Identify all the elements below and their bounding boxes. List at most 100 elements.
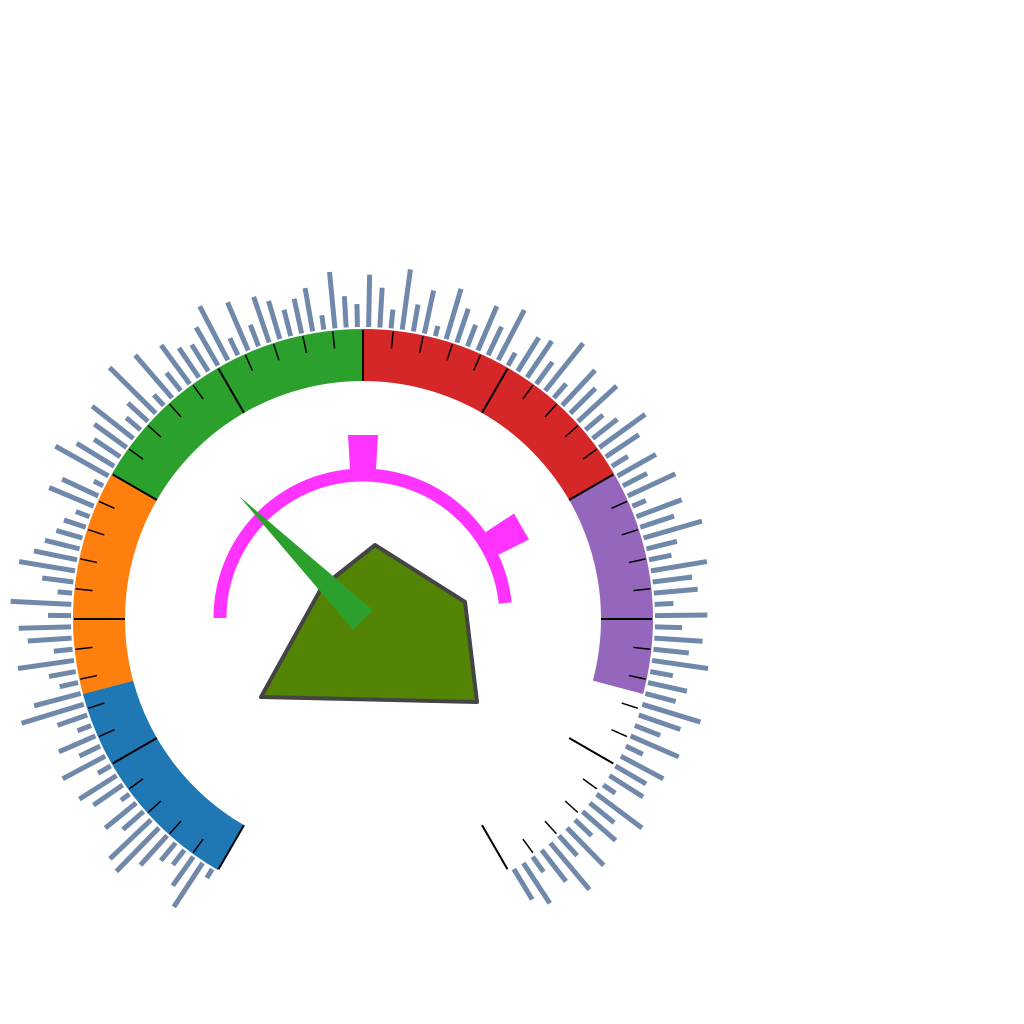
- major-tick-0: [217, 824, 245, 870]
- spectrum-bar-1: [171, 861, 205, 909]
- spectrum-bar-51: [159, 343, 192, 386]
- spectrum-bar-3: [170, 848, 187, 867]
- spectrum-bar-76: [454, 307, 471, 344]
- spectrum-bar-17: [76, 723, 93, 734]
- spectrum-bar-66: [341, 295, 349, 328]
- minor-tick-14: [98, 500, 115, 510]
- spectrum-bar-97: [626, 471, 677, 499]
- spectrum-bar-101: [642, 518, 703, 541]
- minor-tick-24: [332, 331, 336, 349]
- spectrum-bar-114: [647, 680, 688, 694]
- spectrum-bar-9: [103, 800, 138, 830]
- band-0: [82, 680, 245, 871]
- spectrum-bar-98: [631, 498, 647, 509]
- spectrum-bar-6: [114, 826, 161, 874]
- spectrum-bar-45: [124, 415, 143, 432]
- spectrum-bar-2: [170, 855, 196, 888]
- spectrum-bar-93: [604, 432, 641, 459]
- spectrum-bar-79: [485, 325, 504, 357]
- spectrum-bar-113: [649, 669, 674, 679]
- minor-tick-7: [87, 702, 105, 710]
- band-4: [569, 474, 653, 695]
- spectrum-bar-135: [511, 867, 535, 901]
- spectrum-bar-134: [521, 861, 552, 905]
- major-tick-35: [568, 473, 614, 501]
- spectrum-bar-85: [543, 341, 586, 393]
- spectrum-bar-55: [197, 305, 231, 362]
- minor-tick-46: [582, 778, 598, 790]
- minor-tick-1: [192, 838, 204, 854]
- spectrum-bar-128: [573, 818, 594, 838]
- spectrum-bar-70: [388, 309, 396, 329]
- spectrum-bar-11: [92, 782, 125, 808]
- spectrum-bar-89: [576, 384, 619, 424]
- minor-tick-3: [147, 800, 162, 813]
- minor-tick-22: [272, 343, 280, 361]
- spectrum-bar-50: [164, 371, 183, 393]
- minor-tick-8: [80, 674, 98, 680]
- spectrum-bar-112: [651, 657, 709, 671]
- spectrum-bar-7: [108, 818, 153, 861]
- spectrum-bar-68: [366, 274, 373, 328]
- minor-tick-12: [80, 558, 98, 564]
- spectrum-bar-77: [465, 323, 478, 348]
- spectrum-bar-59: [251, 296, 272, 344]
- spectrum-bar-84: [534, 360, 555, 386]
- spectrum-bar-41: [75, 441, 116, 469]
- spectrum-bar-129: [565, 826, 606, 868]
- spectrum-bar-53: [189, 343, 211, 373]
- spectrum-bar-61: [281, 309, 294, 337]
- spectrum-bar-73: [421, 289, 437, 335]
- minor-tick-9: [75, 646, 93, 650]
- spectrum-bar-119: [629, 733, 680, 760]
- spectrum-bar-133: [530, 855, 546, 874]
- spectrum-bar-4: [158, 841, 178, 863]
- spectrum-bars: [10, 269, 709, 909]
- spectrum-bar-13: [96, 763, 112, 776]
- spectrum-bar-83: [525, 339, 554, 379]
- spectrum-bar-18: [56, 712, 89, 728]
- minor-tick-6: [98, 728, 115, 738]
- spectrum-bar-49: [133, 353, 175, 400]
- spectrum-bar-122: [614, 763, 648, 787]
- inner-arc: [213, 468, 512, 619]
- band-2: [111, 329, 363, 500]
- spectrum-bar-90: [583, 413, 605, 432]
- range-marker-1: [485, 513, 529, 555]
- color-bands: [73, 329, 653, 871]
- spectrum-bar-102: [645, 538, 678, 552]
- minor-tick-4: [128, 778, 144, 790]
- minor-tick-29: [472, 354, 482, 371]
- spectrum-bar-69: [377, 287, 385, 328]
- spectrum-bar-94: [610, 454, 630, 469]
- spectrum-bar-14: [61, 753, 107, 781]
- minor-tick-18: [169, 403, 182, 418]
- spectrum-bar-78: [475, 305, 500, 352]
- spectrum-bar-110: [654, 635, 703, 644]
- major-tick-30: [481, 368, 509, 414]
- major-tick-15: [112, 473, 158, 501]
- spectrum-bar-46: [126, 401, 150, 424]
- spectrum-bar-5: [138, 833, 169, 867]
- spectrum-bar-48: [152, 393, 166, 408]
- minor-tick-44: [611, 728, 628, 738]
- spectrum-bar-71: [399, 269, 413, 330]
- spectrum-bar-20: [33, 691, 82, 709]
- minor-tick-37: [621, 528, 639, 536]
- minor-tick-36: [611, 500, 628, 510]
- range-marker-0: [348, 435, 378, 469]
- center-polygon: [259, 543, 479, 704]
- spectrum-bar-33: [44, 537, 81, 552]
- spectrum-bar-116: [641, 701, 702, 725]
- band-3: [363, 329, 615, 500]
- minor-tick-19: [192, 384, 204, 400]
- spectrum-bar-37: [48, 485, 95, 509]
- spectrum-bar-25: [27, 635, 72, 644]
- spectrum-bar-111: [653, 646, 690, 656]
- spectrum-bar-127: [580, 809, 618, 843]
- spectrum-bar-39: [92, 478, 105, 489]
- minor-tick-31: [522, 384, 534, 400]
- minor-tick-2: [169, 820, 182, 835]
- spectrum-bar-99: [635, 497, 683, 520]
- spectrum-bar-75: [443, 288, 464, 340]
